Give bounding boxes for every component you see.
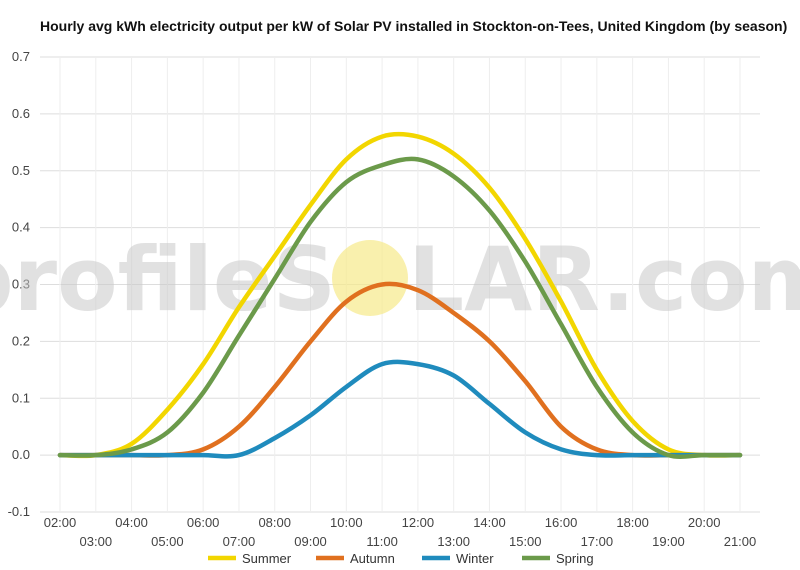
- x-tick-label: 15:00: [509, 534, 542, 549]
- x-tick-label: 20:00: [688, 515, 721, 530]
- x-tick-label: 10:00: [330, 515, 363, 530]
- y-tick-label: 0.4: [12, 220, 30, 235]
- series-line-summer: [57, 131, 743, 459]
- x-tick-label: 07:00: [223, 534, 256, 549]
- legend: Summer Autumn Winter Spring: [208, 551, 594, 566]
- y-axis-ticks: -0.1 0.0 0.1 0.2 0.3 0.4 0.5 0.6 0.7: [8, 49, 30, 519]
- y-tick-label: 0.5: [12, 163, 30, 178]
- x-tick-label: 08:00: [258, 515, 291, 530]
- y-tick-label: 0.1: [12, 390, 30, 405]
- x-tick-label: 03:00: [80, 534, 113, 549]
- x-tick-label: 18:00: [616, 515, 649, 530]
- x-tick-label: 06:00: [187, 515, 220, 530]
- watermark-text-right: LAR.com: [408, 228, 800, 331]
- x-tick-label: 19:00: [652, 534, 685, 549]
- y-tick-label: -0.1: [8, 504, 30, 519]
- y-tick-label: 0.6: [12, 106, 30, 121]
- y-tick-label: 0.3: [12, 277, 30, 292]
- x-axis-ticks: 02:00 04:00 06:00 08:00 10:00 12:00 14:00 16:00…: [44, 515, 757, 549]
- series-lines: [57, 131, 743, 460]
- x-tick-label: 13:00: [437, 534, 470, 549]
- legend-label-winter: Winter: [456, 551, 494, 566]
- x-tick-label: 02:00: [44, 515, 77, 530]
- x-tick-label: 12:00: [402, 515, 435, 530]
- series-line-spring: [57, 156, 743, 460]
- x-tick-label: 09:00: [294, 534, 327, 549]
- x-tick-label: 05:00: [151, 534, 184, 549]
- x-tick-label: 11:00: [366, 534, 398, 549]
- y-tick-label: 0.7: [12, 49, 30, 64]
- y-tick-label: 0.0: [12, 447, 30, 462]
- legend-label-spring: Spring: [556, 551, 594, 566]
- x-tick-label: 04:00: [115, 515, 148, 530]
- y-tick-label: 0.2: [12, 333, 30, 348]
- profilesolar-watermark: profileSLAR.com: [0, 228, 800, 331]
- chart-title: Hourly avg kWh electricity output per kW…: [40, 18, 788, 34]
- legend-label-autumn: Autumn: [350, 551, 395, 566]
- legend-label-summer: Summer: [242, 551, 292, 566]
- series-line-winter: [57, 359, 743, 459]
- x-tick-label: 14:00: [473, 515, 506, 530]
- x-tick-label: 17:00: [581, 534, 614, 549]
- x-tick-label: 16:00: [545, 515, 578, 530]
- x-tick-label: 21:00: [724, 534, 757, 549]
